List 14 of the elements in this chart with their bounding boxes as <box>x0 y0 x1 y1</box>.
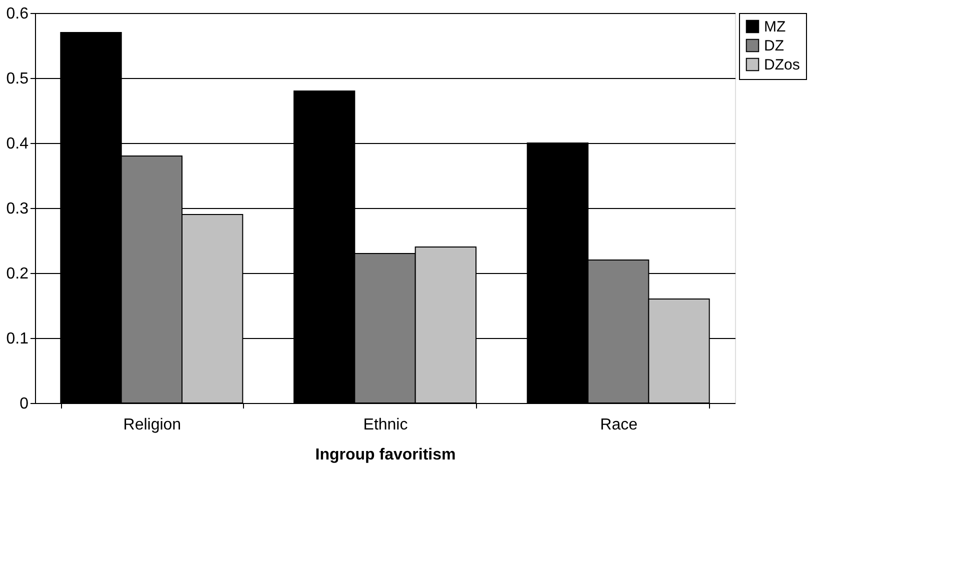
legend-label: DZ <box>764 38 784 54</box>
legend-label: DZos <box>764 56 800 74</box>
y-tick-label: 0.6 <box>6 6 29 22</box>
y-tick-label: 0.5 <box>6 70 29 88</box>
x-tick-label: Race <box>600 416 638 434</box>
x-axis-title: Ingroup favoritism <box>315 446 456 464</box>
y-tick-label: 0.2 <box>6 266 29 282</box>
x-tick-label: Religion <box>123 416 182 434</box>
y-tick-label: 0 <box>20 396 29 412</box>
y-tick-label: 0.4 <box>6 136 29 152</box>
x-tick-label: Ethnic <box>363 416 408 434</box>
y-tick-label: 0.1 <box>6 330 29 348</box>
legend-label: MZ <box>764 18 786 36</box>
y-tick-label: 0.3 <box>6 200 29 218</box>
